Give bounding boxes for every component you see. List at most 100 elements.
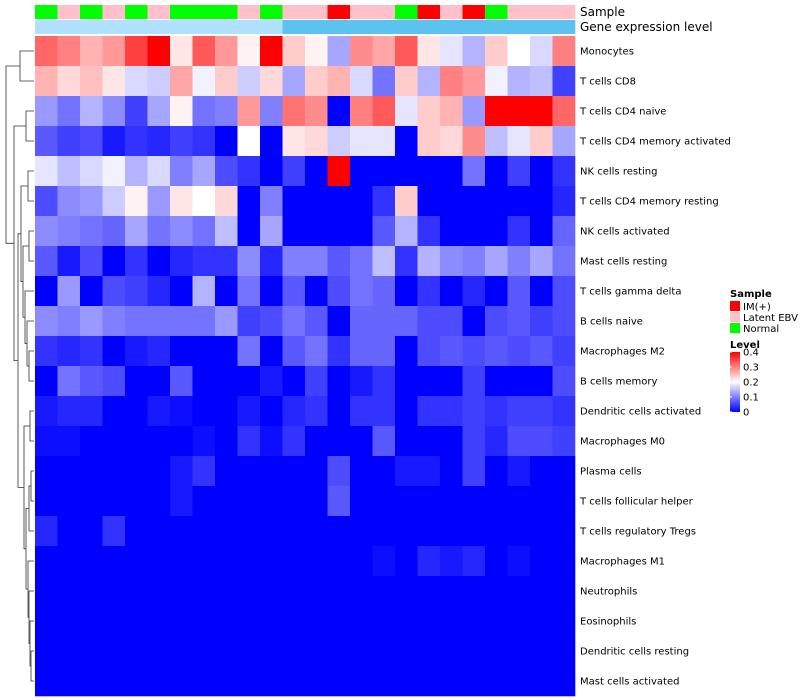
heatmap-cell xyxy=(372,66,396,97)
heatmap-cell xyxy=(147,486,171,517)
heatmap-cell xyxy=(260,36,283,67)
heatmap-cell xyxy=(350,366,373,397)
heatmap-cell xyxy=(192,66,216,97)
heatmap-cell xyxy=(552,546,576,577)
annotation-cell xyxy=(395,5,418,19)
row-label: Dendritic cells activated xyxy=(580,407,701,418)
heatmap-cell xyxy=(125,306,148,337)
annotation-cell xyxy=(530,5,553,19)
heatmap-cell xyxy=(327,426,351,457)
heatmap-cell xyxy=(485,546,508,577)
heatmap-cell xyxy=(552,126,576,157)
heatmap-cell xyxy=(147,156,171,187)
heatmap-cell xyxy=(80,216,103,247)
row-label: Plasma cells xyxy=(580,467,642,478)
heatmap-cell xyxy=(462,246,486,277)
heatmap-cell xyxy=(462,456,486,487)
heatmap-cell xyxy=(372,516,396,547)
heatmap-cell xyxy=(170,246,193,277)
heatmap-cell xyxy=(530,96,553,127)
heatmap-cell xyxy=(507,306,531,337)
annotation-cell xyxy=(350,20,373,34)
heatmap-cell xyxy=(125,636,148,667)
heatmap-cell xyxy=(102,486,126,517)
heatmap-cell xyxy=(417,66,441,97)
heatmap-cell xyxy=(350,666,373,697)
heatmap-cell xyxy=(530,456,553,487)
heatmap-cell xyxy=(305,666,328,697)
heatmap-cell xyxy=(462,186,486,217)
heatmap-cell xyxy=(350,96,373,127)
heatmap-cell xyxy=(57,546,81,577)
heatmap-cell xyxy=(147,126,171,157)
heatmap-cell xyxy=(530,66,553,97)
heatmap-cell xyxy=(350,636,373,667)
heatmap-cell xyxy=(260,456,283,487)
heatmap-cell xyxy=(170,66,193,97)
heatmap-cell xyxy=(35,276,58,307)
heatmap-cell xyxy=(417,396,441,427)
heatmap-cell xyxy=(57,336,81,367)
heatmap-cell xyxy=(170,576,193,607)
heatmap-cell xyxy=(417,156,441,187)
heatmap-cell xyxy=(327,126,351,157)
heatmap-cell xyxy=(125,606,148,637)
heatmap-cell xyxy=(530,156,553,187)
heatmap-cell xyxy=(35,336,58,367)
row-label: T cells CD4 naive xyxy=(579,107,666,118)
heatmap-cell xyxy=(215,456,238,487)
heatmap-cell xyxy=(80,96,103,127)
heatmap-cell xyxy=(237,36,261,67)
heatmap-cell xyxy=(192,186,216,217)
heatmap-cell xyxy=(57,486,81,517)
heatmap-cell xyxy=(372,366,396,397)
heatmap-cell xyxy=(417,126,441,157)
heatmap-cell xyxy=(215,156,238,187)
heatmap-cell xyxy=(372,636,396,667)
heatmap-cell xyxy=(552,606,576,637)
heatmap-cell xyxy=(395,336,418,367)
heatmap-cell xyxy=(170,126,193,157)
heatmap-cell xyxy=(102,516,126,547)
heatmap-cell xyxy=(440,366,463,397)
heatmap-cell xyxy=(102,576,126,607)
heatmap-cell xyxy=(372,336,396,367)
heatmap-cell xyxy=(372,36,396,67)
annotation-cell xyxy=(125,5,148,19)
heatmap-cell xyxy=(215,96,238,127)
heatmap-cell xyxy=(417,636,441,667)
heatmap-cell xyxy=(462,486,486,517)
heatmap-cell xyxy=(282,636,306,667)
heatmap-cell xyxy=(305,246,328,277)
heatmap-cell xyxy=(395,306,418,337)
heatmap-cell xyxy=(395,636,418,667)
heatmap-cell xyxy=(102,426,126,457)
sample-legend-swatch xyxy=(730,312,740,322)
heatmap-cell xyxy=(192,426,216,457)
heatmap-cell xyxy=(552,336,576,367)
annotation-cell xyxy=(35,20,58,34)
row-label: NK cells resting xyxy=(580,167,657,178)
heatmap-cell xyxy=(102,216,126,247)
heatmap-cell xyxy=(35,636,58,667)
heatmap-cell xyxy=(350,546,373,577)
heatmap-cell xyxy=(282,306,306,337)
heatmap-cell xyxy=(417,426,441,457)
heatmap-cell xyxy=(35,396,58,427)
heatmap-cell xyxy=(485,276,508,307)
heatmap-cell xyxy=(485,606,508,637)
heatmap-cell xyxy=(552,246,576,277)
annotation-cell xyxy=(350,5,373,19)
row-label: T cells regulatory Tregs xyxy=(579,527,696,538)
heatmap-cell xyxy=(57,606,81,637)
dendrogram-branch xyxy=(19,50,34,82)
heatmap-cell xyxy=(57,456,81,487)
heatmap-cell xyxy=(125,276,148,307)
heatmap-cell xyxy=(80,246,103,277)
heatmap-cell xyxy=(192,666,216,697)
colorbar-tick-label: 0 xyxy=(743,408,749,419)
heatmap-cell xyxy=(440,606,463,637)
heatmap-cell xyxy=(170,396,193,427)
heatmap-cell xyxy=(35,516,58,547)
